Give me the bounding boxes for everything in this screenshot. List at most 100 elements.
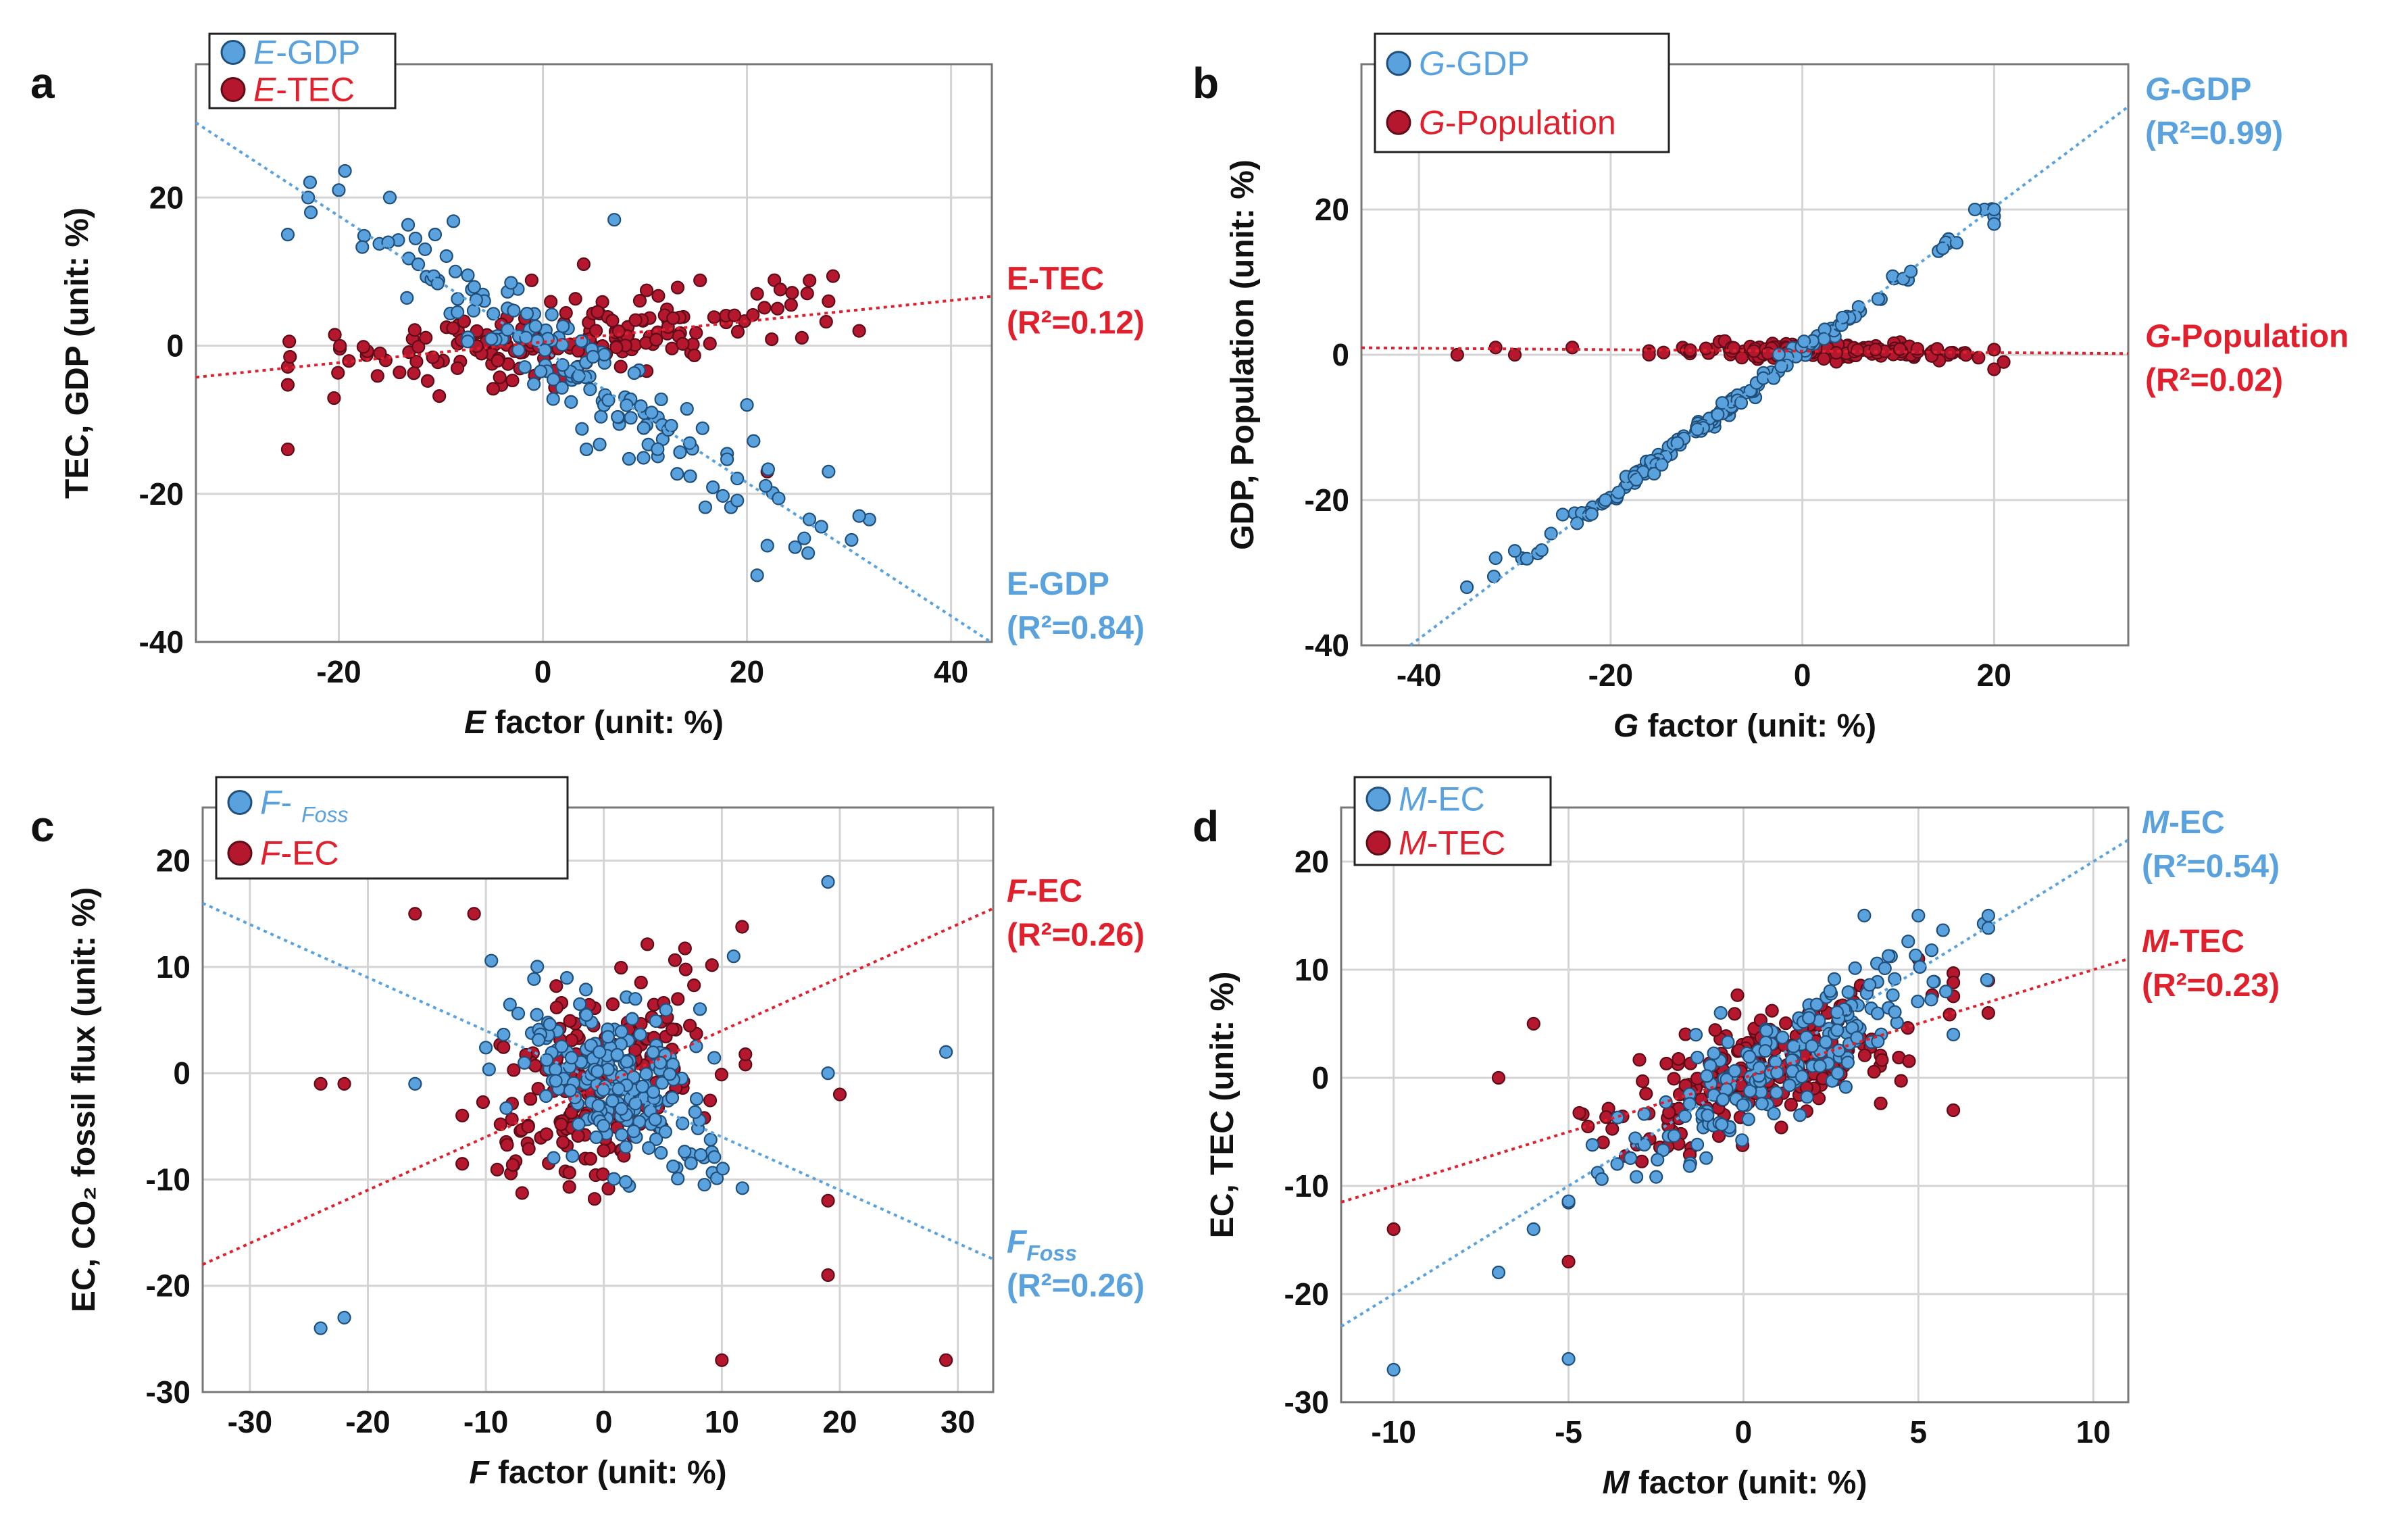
x-tick-label: 0 (595, 1404, 613, 1439)
data-point-blue (518, 1056, 532, 1070)
data-point-blue (486, 307, 501, 321)
data-point-blue (447, 214, 461, 228)
data-point-blue (654, 1145, 668, 1160)
data-point-blue (1555, 507, 1570, 522)
data-point-red (703, 337, 717, 351)
data-point-red (524, 273, 538, 287)
legend-entry: F-EC (260, 835, 339, 872)
data-point-blue (747, 434, 761, 448)
data-point-red (605, 997, 620, 1012)
data-point-blue (801, 546, 816, 560)
data-point-red (1867, 1064, 1881, 1079)
data-point-red (280, 378, 295, 392)
panel-label-b: b (1193, 59, 1219, 107)
data-point-red (1386, 1222, 1401, 1237)
legend-marker-blue (227, 790, 253, 815)
data-point-blue (680, 401, 694, 416)
data-point-red (1817, 351, 1831, 366)
data-point-red (1699, 341, 1713, 355)
data-point-red (476, 1095, 491, 1110)
data-point-blue (1637, 1107, 1651, 1121)
plot-frame-b (1360, 63, 2130, 647)
x-axis-label-b: G factor (unit: %) (1613, 708, 1876, 744)
data-point-blue (564, 1051, 579, 1065)
data-point-blue (852, 509, 866, 523)
annotation-label: E-GDP (1007, 566, 1109, 602)
data-point-blue (338, 164, 352, 178)
data-point-red (1874, 1096, 1888, 1110)
data-point-blue (547, 372, 561, 387)
annotation-r2: (R²=0.84) (1007, 610, 1145, 646)
data-point-blue (664, 418, 678, 433)
y-tick-label: 0 (173, 1056, 191, 1091)
data-point-blue (1386, 1362, 1401, 1377)
x-tick-label: -10 (1371, 1414, 1415, 1449)
data-point-blue (1742, 1049, 1757, 1064)
data-point-blue (1767, 1106, 1781, 1120)
x-axis-label-variable: G (1613, 708, 1638, 744)
data-point-blue (1713, 1006, 1728, 1020)
data-point-blue (401, 218, 416, 232)
data-point-red (819, 315, 833, 329)
data-point-blue (682, 436, 697, 450)
annotation-r2: (R²=0.99) (2145, 116, 2283, 151)
data-point-blue (761, 462, 775, 476)
data-point-blue (591, 1064, 605, 1078)
data-point-blue (1758, 1044, 1772, 1058)
data-point-red (556, 1135, 570, 1149)
data-point-red (821, 1268, 835, 1283)
annotation-r2: (R²=0.23) (2142, 968, 2280, 1003)
data-point-red (583, 1151, 597, 1166)
data-point-blue (303, 175, 318, 189)
legend-entry: M-EC (1399, 780, 1485, 818)
data-point-red (670, 280, 685, 295)
data-point-blue (534, 364, 548, 378)
data-point-blue (628, 992, 643, 1006)
data-point-blue (439, 249, 453, 264)
data-point-blue (1486, 570, 1501, 584)
data-point-blue (543, 1017, 557, 1032)
data-point-red (337, 1076, 351, 1091)
data-point-blue (1667, 1128, 1681, 1143)
data-point-blue (1797, 334, 1811, 349)
data-point-blue (1878, 961, 1892, 976)
data-point-blue (707, 1150, 722, 1164)
data-point-blue (1786, 1039, 1801, 1053)
legend-box (1374, 32, 1670, 153)
data-point-blue (382, 191, 397, 205)
data-point-red (693, 273, 707, 288)
data-point-blue (1795, 1070, 1809, 1084)
data-point-red (1947, 1103, 1961, 1118)
data-point-blue (1924, 993, 1938, 1007)
data-point-red (1491, 1070, 1506, 1085)
data-point-blue (601, 393, 616, 407)
data-point-red (419, 330, 433, 345)
legend-marker-blue (220, 40, 246, 65)
data-point-red (596, 1167, 610, 1181)
data-point-blue (676, 1116, 690, 1131)
data-point-blue (658, 1124, 672, 1139)
annotation-r2: (R²=0.26) (1007, 917, 1145, 953)
data-point-blue (574, 334, 588, 348)
data-point-red (1581, 1119, 1595, 1134)
data-point-red (1765, 1003, 1779, 1018)
data-point-red (800, 287, 814, 301)
data-point-blue (559, 971, 574, 985)
data-point-red (370, 369, 384, 383)
y-tick-label: -20 (139, 476, 184, 512)
y-tick-label: 0 (166, 328, 184, 364)
annotation-label: FFoss (1007, 1224, 1077, 1265)
data-point-blue (635, 1079, 649, 1093)
data-point-blue (479, 1041, 493, 1055)
data-point-blue (503, 997, 517, 1012)
data-point-red (505, 1112, 519, 1126)
data-point-red (491, 353, 505, 368)
data-point-red (832, 1087, 847, 1101)
data-point-blue (653, 1056, 668, 1070)
data-point-blue (706, 480, 720, 495)
data-point-red (703, 1093, 718, 1108)
data-point-blue (461, 334, 475, 349)
data-point-red (571, 1128, 585, 1143)
data-point-blue (1936, 923, 1950, 937)
y-tick-label: 0 (1332, 337, 1349, 372)
